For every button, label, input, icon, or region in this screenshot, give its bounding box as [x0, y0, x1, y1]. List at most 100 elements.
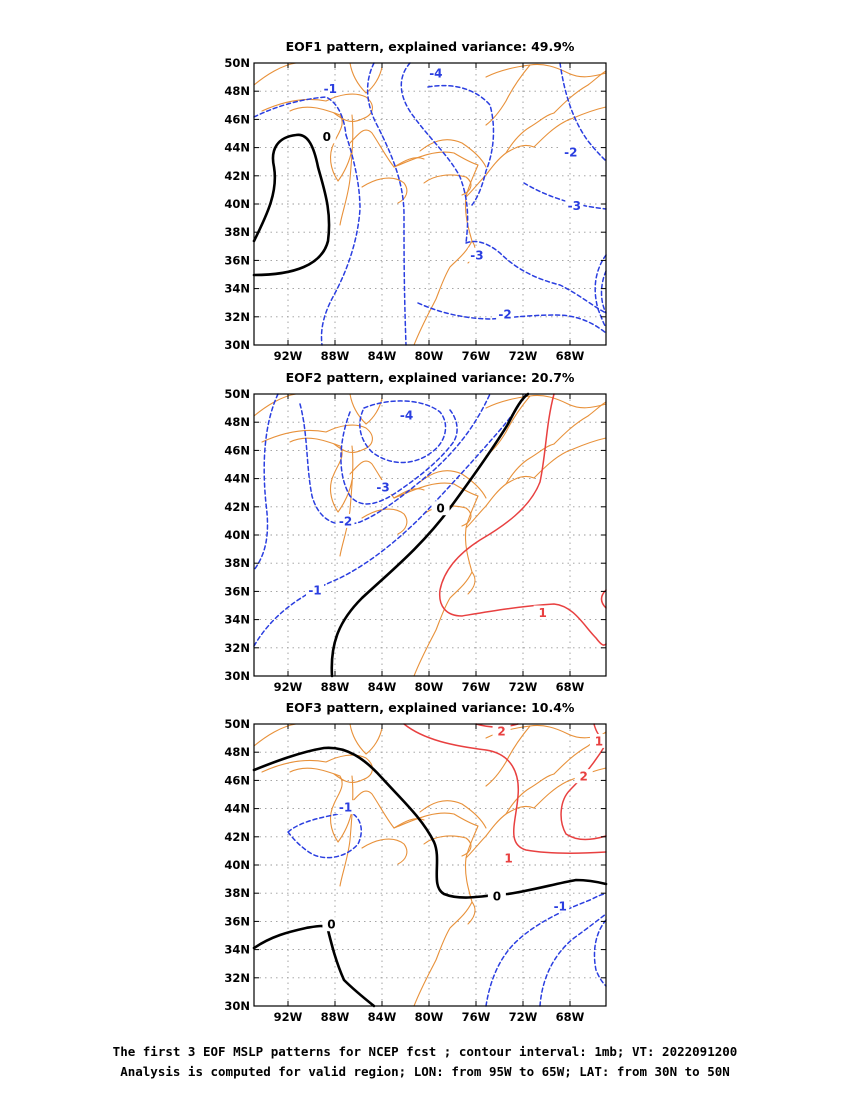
contour-line-neg [485, 893, 607, 1007]
x-tick-label: 72W [509, 349, 538, 363]
contour-label-bg [321, 81, 340, 96]
contour-label-bg [336, 513, 355, 528]
contour-label: -1 [554, 899, 567, 913]
contour-label-bg [561, 144, 580, 159]
y-tick-label: 30N [224, 999, 250, 1013]
x-tick-label: 84W [368, 1010, 397, 1024]
coastline-segment [253, 62, 297, 86]
contour-label-bg [431, 501, 450, 516]
contour-label-bg [397, 408, 416, 423]
y-tick-label: 50N [224, 717, 250, 731]
contour-line-neg [287, 811, 363, 859]
coastline-segment [485, 144, 535, 176]
x-tick-label: 92W [274, 1010, 303, 1024]
eof1-contour-labels: 0 -1 -4 -2 -3 -3 -2 [317, 65, 584, 321]
y-tick-label: 48N [224, 415, 250, 429]
y-tick-label: 32N [224, 971, 250, 985]
coastline-segment [361, 508, 408, 535]
eof2-title: EOF2 pattern, explained variance: 20.7% [286, 370, 575, 385]
contour-label: -4 [400, 409, 413, 423]
x-tick-label: 80W [415, 1010, 444, 1024]
coastline-segment [413, 240, 473, 346]
contour-line-neg [253, 393, 279, 571]
coastline-segment [465, 164, 487, 198]
coastline-segment [253, 393, 297, 417]
y-tick-label: 48N [224, 745, 250, 759]
coastline-segment [464, 857, 476, 925]
y-tick-label: 44N [224, 141, 250, 155]
coastline-segment [505, 112, 555, 154]
contour-line-neg [359, 400, 447, 464]
contour-label-bg [589, 733, 608, 748]
coastline-segment [419, 800, 487, 829]
eof1-frame [253, 62, 607, 346]
eof1-title: EOF1 pattern, explained variance: 49.9% [286, 39, 575, 54]
eof2-x-axis: 92W 88W 84W 80W 76W 72W 68W [274, 394, 585, 694]
contour-line-neg [539, 913, 607, 1007]
x-tick-label: 88W [321, 349, 350, 363]
y-tick-label: 44N [224, 472, 250, 486]
contour-line-pos [403, 723, 607, 855]
coastline-segment [419, 470, 487, 499]
y-tick-label: 40N [224, 528, 250, 542]
contour-label: 0 [436, 502, 444, 516]
coastline-segment [339, 445, 354, 557]
coastline-segment [393, 812, 479, 829]
contour-label: 0 [493, 890, 501, 904]
contour-line-zero [252, 924, 376, 1008]
contour-label: -2 [498, 307, 511, 321]
y-tick-label: 34N [224, 613, 250, 627]
x-tick-label: 92W [274, 349, 303, 363]
coastline-segment [485, 725, 531, 787]
eof1-panel: EOF1 pattern, explained variance: 49.9% … [224, 39, 607, 363]
contour-label-bg [492, 724, 511, 739]
contour-label-bg [574, 769, 593, 784]
eof1-contours [252, 62, 607, 346]
coastline-segment [261, 424, 373, 453]
coastline-segment [339, 775, 354, 887]
contour-line-neg [417, 302, 607, 334]
contour-label-bg [565, 198, 584, 213]
y-tick-label: 38N [224, 225, 250, 239]
eof3-y-axis: 30N 32N 34N 36N 38N 40N 42N 44N 46N 48N 50N [224, 717, 606, 1013]
contour-label: -3 [568, 199, 581, 213]
contour-label: 0 [327, 918, 335, 932]
contour-line-neg [400, 62, 469, 244]
y-tick-label: 32N [224, 641, 250, 655]
x-tick-label: 72W [509, 680, 538, 694]
coastline-segment [329, 142, 353, 182]
x-tick-label: 68W [556, 680, 585, 694]
contour-label: -3 [376, 481, 389, 495]
eof2-grid [254, 394, 606, 676]
coastline-segment [261, 754, 373, 783]
eof2-coastlines [253, 393, 607, 677]
contour-line-neg [299, 393, 491, 526]
contour-line-neg [427, 84, 495, 206]
contour-label-bg [496, 306, 515, 321]
x-tick-label: 68W [556, 1010, 585, 1024]
contour-line-neg [559, 62, 607, 162]
eof3-coastlines [253, 723, 607, 1007]
coastline-segment [393, 151, 479, 168]
coastline-segment [349, 723, 383, 755]
y-tick-label: 40N [224, 197, 250, 211]
coastline-segment [419, 139, 487, 168]
contour-line-neg [600, 270, 607, 314]
contour-label: -1 [308, 583, 321, 597]
contour-line-pos [560, 743, 607, 841]
contour-label-bg [533, 605, 552, 620]
coastline-segment [485, 805, 535, 837]
eof3-frame [253, 723, 607, 1007]
x-tick-label: 88W [321, 1010, 350, 1024]
coastline-segment [423, 174, 472, 196]
contour-line-neg [465, 240, 607, 314]
contour-label-bg [487, 889, 506, 904]
coastline-segment [465, 495, 487, 529]
contour-label-bg [374, 480, 393, 495]
contour-line-neg [366, 62, 407, 346]
y-tick-label: 42N [224, 169, 250, 183]
x-tick-label: 92W [274, 680, 303, 694]
y-tick-label: 42N [224, 500, 250, 514]
contour-line-neg [253, 96, 347, 136]
y-tick-label: 38N [224, 556, 250, 570]
